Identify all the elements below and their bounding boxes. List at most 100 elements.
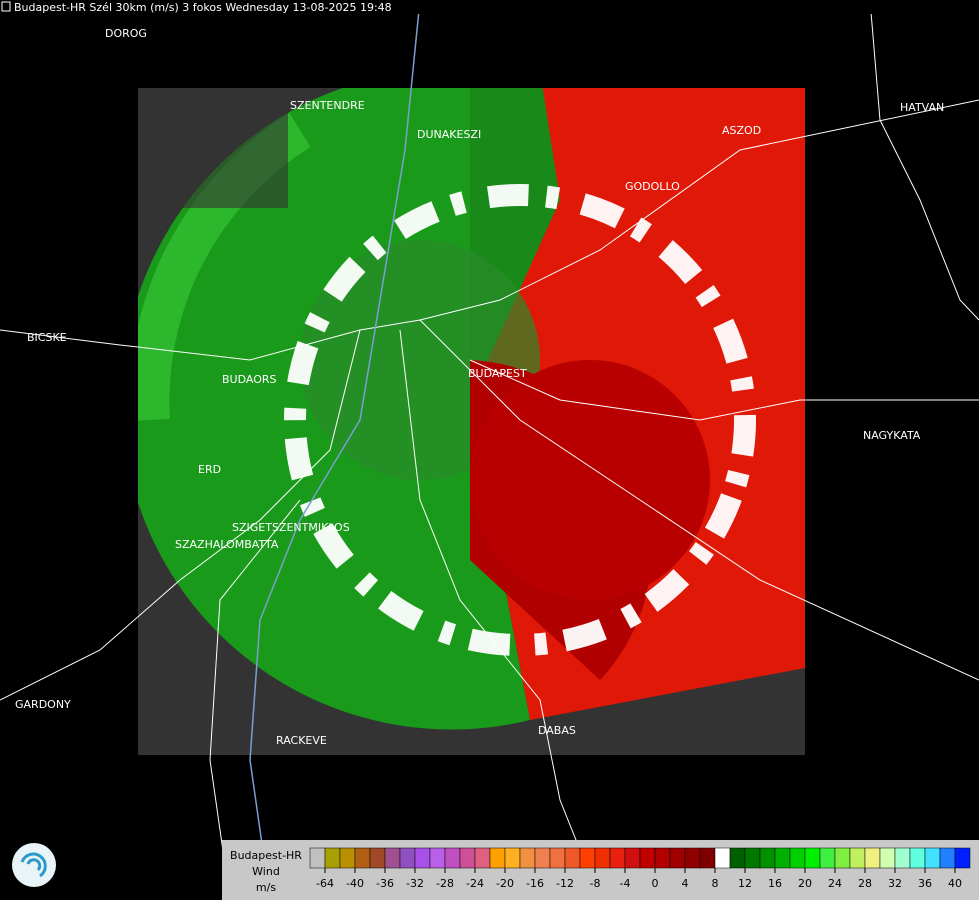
place-label: RACKEVE — [276, 734, 327, 747]
place-label: BUDAORS — [222, 373, 277, 386]
legend-tick-label: 32 — [888, 877, 902, 890]
legend-swatch — [804, 847, 821, 869]
legend-swatch — [384, 847, 401, 869]
place-label: SZENTENDRE — [290, 99, 365, 112]
legend-caption: Wind — [252, 865, 280, 878]
legend-tick-label: -28 — [436, 877, 454, 890]
legend-tick-label: 36 — [918, 877, 932, 890]
legend-swatch — [924, 847, 941, 869]
legend-swatch — [399, 847, 416, 869]
legend-swatch — [684, 847, 701, 869]
legend-swatch — [534, 847, 551, 869]
place-label: DABAS — [538, 724, 576, 737]
legend-caption: m/s — [256, 881, 276, 894]
title-bar — [0, 0, 979, 14]
legend-tick-label: 40 — [948, 877, 962, 890]
legend-swatch — [744, 847, 761, 869]
legend-swatch — [759, 847, 776, 869]
legend-tick-label: -8 — [590, 877, 601, 890]
legend-tick-label: -12 — [556, 877, 574, 890]
legend-swatch — [609, 847, 626, 869]
legend-tick-label: -32 — [406, 877, 424, 890]
legend-swatch — [789, 847, 806, 869]
legend-swatch — [954, 847, 971, 869]
legend-swatch — [414, 847, 431, 869]
legend-tick-label: -16 — [526, 877, 544, 890]
legend-tick-label: 16 — [768, 877, 782, 890]
legend-caption: Budapest-HR — [230, 849, 302, 862]
legend-swatch — [474, 847, 491, 869]
place-label: SZIGETSZENTMIKLOS — [232, 521, 350, 534]
legend-tick-label: -40 — [346, 877, 364, 890]
icon — [1, 1, 11, 12]
legend-swatch — [309, 847, 326, 869]
place-label: SZAZHALOMBATTA — [175, 538, 279, 551]
legend-tick-label: -4 — [620, 877, 631, 890]
legend-tick-label: -36 — [376, 877, 394, 890]
legend-swatch — [564, 847, 581, 869]
logo — [12, 843, 56, 887]
legend-swatch — [369, 847, 386, 869]
legend-swatch — [864, 847, 881, 869]
legend-swatch — [834, 847, 851, 869]
place-label: BUDAPEST — [468, 367, 527, 380]
place-label: ASZOD — [722, 124, 761, 137]
place-label: DOROG — [105, 27, 147, 40]
legend-swatch — [624, 847, 641, 869]
legend-swatch — [879, 847, 896, 869]
place-label: NAGYKATA — [863, 429, 921, 442]
legend-swatch — [894, 847, 911, 869]
legend-swatch — [819, 847, 836, 869]
folded-ring — [284, 184, 756, 656]
legend-swatch — [489, 847, 506, 869]
echo-core — [470, 360, 710, 600]
place-labels: DOROG SZENTENDRE DUNAKESZI ASZOD HATVAN GODOL… — [15, 27, 979, 900]
legend-tick-label: 8 — [712, 877, 719, 890]
legend-swatch — [354, 847, 371, 869]
legend-swatch — [339, 847, 356, 869]
legend-swatch — [699, 847, 716, 869]
clear-area — [138, 88, 288, 208]
legend-swatch — [849, 847, 866, 869]
legend-swatch — [729, 847, 746, 869]
legend-swatch — [669, 847, 686, 869]
place-label: BICSKE — [27, 331, 67, 344]
legend-swatch — [444, 847, 461, 869]
legend-tick-label: 0 — [652, 877, 659, 890]
legend-swatch — [774, 847, 791, 869]
legend-swatch — [324, 847, 341, 869]
legend-swatch — [939, 847, 956, 869]
legend-swatch — [579, 847, 596, 869]
logo-swirl — [20, 852, 47, 878]
legend-swatch — [654, 847, 671, 869]
title: Budapest-HR Szél 30km (m/s) 3 fokos Wedn… — [14, 1, 392, 14]
legend-swatch — [714, 847, 731, 869]
place-label: DUNAKESZI — [417, 128, 481, 141]
legend-tick-label: 20 — [798, 877, 812, 890]
legend-tick-label: 28 — [858, 877, 872, 890]
place-label: ERD — [198, 463, 221, 476]
radar-echoes — [138, 88, 805, 730]
legend-swatch — [594, 847, 611, 869]
legend-swatch — [549, 847, 566, 869]
legend-swatch — [639, 847, 656, 869]
place-label: GARDONY — [15, 698, 71, 711]
legend-tick-label: -64 — [316, 877, 334, 890]
legend-swatch — [504, 847, 521, 869]
legend-tick-label: -24 — [466, 877, 484, 890]
legend-tick-label: -20 — [496, 877, 514, 890]
river — [249, 0, 421, 900]
legend-tick-label: 4 — [682, 877, 689, 890]
place-label: HATVAN — [900, 101, 944, 114]
legend-tick-label: 12 — [738, 877, 752, 890]
legend-swatch — [459, 847, 476, 869]
legend-swatch — [909, 847, 926, 869]
legend-swatch — [429, 847, 446, 869]
legend-tick-label: 24 — [828, 877, 842, 890]
legend-swatch — [519, 847, 536, 869]
place-label: GODOLLO — [625, 180, 680, 193]
